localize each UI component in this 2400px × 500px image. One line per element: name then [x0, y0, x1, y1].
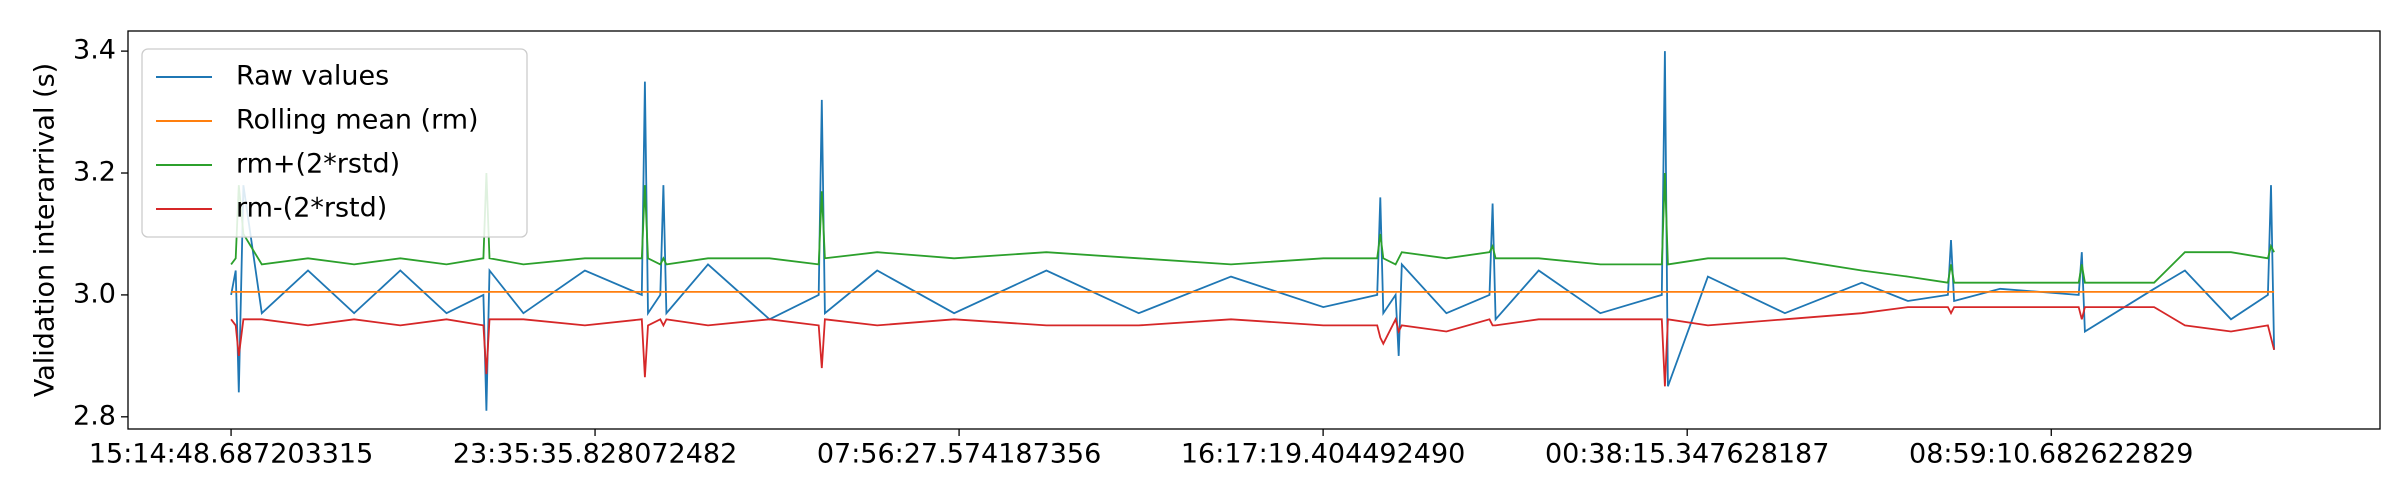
x-tick-label: 16:17:19.404492490 — [1181, 439, 1465, 470]
series-line — [230, 51, 2275, 411]
legend-box — [141, 48, 528, 238]
plot-frame — [127, 30, 2381, 430]
legend-label: rm-(2*rstd) — [236, 193, 387, 224]
x-tick-label: 15:14:48.687203315 — [89, 439, 373, 470]
y-tick-label: 2.8 — [73, 400, 116, 431]
y-axis-label: Validation interarrival (s) — [30, 63, 61, 397]
y-tick-label: 3.4 — [73, 35, 116, 66]
series-line — [230, 172, 2275, 284]
x-tick-label: 23:35:35.828072482 — [453, 439, 737, 470]
x-tick-label: 07:56:27.574187356 — [817, 439, 1101, 470]
y-tick-label: 3.2 — [73, 157, 116, 188]
series-line — [230, 306, 2275, 387]
x-tick-label: 08:59:10.682622829 — [1909, 439, 2193, 470]
legend: Raw values Rolling mean (rm) rm+(2*rstd) rm… — [141, 48, 528, 238]
legend-label: Raw values — [236, 61, 389, 92]
y-tick-label: 3.0 — [73, 278, 116, 309]
legend-label: Rolling mean (rm) — [236, 105, 479, 136]
x-tick-label: 00:38:15.347628187 — [1545, 439, 1829, 470]
legend-label: rm+(2*rstd) — [236, 149, 400, 180]
